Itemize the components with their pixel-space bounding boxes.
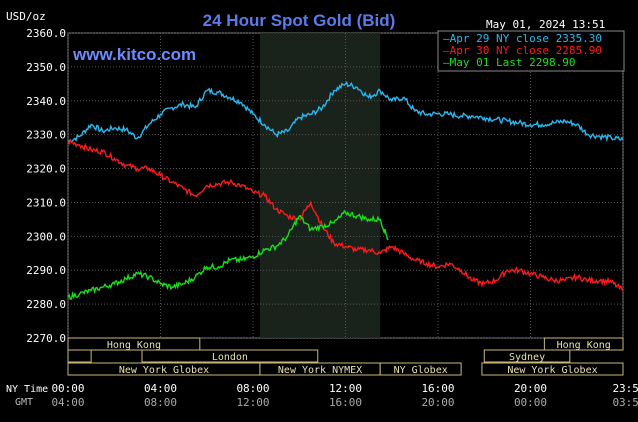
legend-entry: —Apr 29 NY close 2335.30 [443, 32, 602, 45]
series-lines [67, 80, 624, 301]
session-bar [67, 337, 201, 351]
x-tick-label-ny: 12:00 [329, 382, 362, 395]
x-tick-label-gmt: 12:00 [236, 396, 269, 409]
y-tick-label: 2360.0 [26, 27, 66, 40]
legend: —Apr 29 NY close 2335.30—Apr 30 NY close… [437, 30, 625, 72]
y-tick-label: 2330.0 [26, 129, 66, 142]
y-tick-label: 2320.0 [26, 163, 66, 176]
x-tick-label-ny: 20:00 [514, 382, 547, 395]
session-label: Hong Kong [107, 340, 161, 351]
session-label: Hong Kong [557, 340, 611, 351]
y-tick-labels: 2360.0 2350.0 2340.0 2330.0 2320.0 2310.0 2300… [26, 27, 66, 345]
x-tick-label-ny: 08:00 [236, 382, 269, 395]
x-tick-labels: 00:0004:0008:0012:0016:0020:0023:5904:00… [51, 382, 638, 409]
session-bar [379, 362, 462, 376]
legend-entry: —May 01 Last 2298.90 [443, 56, 575, 69]
x-tick-label-gmt: 04:00 [51, 396, 84, 409]
y-tick-label: 2280.0 [26, 298, 66, 311]
x-tick-label-gmt: 08:00 [144, 396, 177, 409]
y-tick-label: 2270.0 [26, 332, 66, 345]
nymex-session-highlight [259, 33, 381, 338]
y-tick-label: 2350.0 [26, 61, 66, 74]
session-label: New York Globex [119, 365, 209, 376]
session-bar [67, 349, 92, 363]
session-label: New York NYMEX [278, 365, 362, 376]
legend-entry: —Apr 30 NY close 2285.90 [443, 44, 602, 57]
x-tick-label-ny: 16:00 [421, 382, 454, 395]
session-bar [543, 337, 624, 351]
x-tick-label-gmt: 16:00 [329, 396, 362, 409]
session-label: NY Globex [394, 365, 448, 376]
watermark-url: www.kitco.com [72, 45, 196, 64]
x-tick-label-gmt: 03:59 [612, 396, 638, 409]
x-tick-label-ny: 04:00 [144, 382, 177, 395]
session-label: London [212, 352, 248, 363]
x-tick-label-ny: 00:00 [51, 382, 84, 395]
session-label: Sydney [509, 352, 545, 363]
market-sessions: Hong Kong Hong Kong London Sydney New York G… [67, 337, 624, 376]
gmt-label: GMT [15, 397, 33, 408]
ny-time-label: NY Time [6, 384, 48, 395]
y-tick-label: 2300.0 [26, 230, 66, 243]
y-tick-label: 2310.0 [26, 196, 66, 209]
legend-box [437, 30, 625, 72]
series-line [67, 209, 389, 301]
series-line [67, 139, 624, 292]
y-tick-label: 2340.0 [26, 95, 66, 108]
series-line [67, 80, 624, 144]
x-tick-label-gmt: 20:00 [421, 396, 454, 409]
timestamp: May 01, 2024 13:51 [486, 18, 605, 31]
session-bar [141, 349, 319, 363]
y-axis-unit: USD/oz [6, 10, 46, 23]
chart-title: 24 Hour Spot Gold (Bid) [203, 11, 396, 30]
session-label: New York Globex [507, 365, 597, 376]
y-tick-label: 2290.0 [26, 264, 66, 277]
x-tick-label-ny: 23:59 [612, 382, 638, 395]
session-bar [483, 349, 571, 363]
x-tick-label-gmt: 00:00 [514, 396, 547, 409]
session-bar [481, 362, 624, 376]
